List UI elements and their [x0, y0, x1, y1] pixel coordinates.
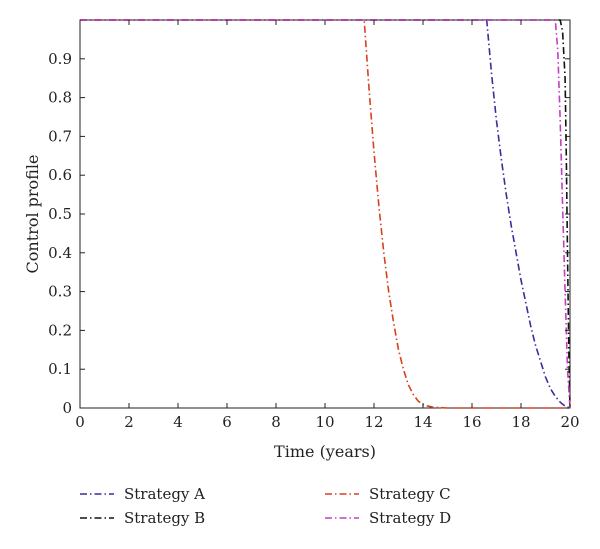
legend-label: Strategy A [124, 485, 205, 503]
y-tick-label: 0.6 [48, 166, 72, 184]
x-tick-label: 8 [271, 413, 281, 431]
x-tick-label: 2 [124, 413, 134, 431]
y-axis-label: Control profile [23, 155, 42, 274]
y-tick-label: 0.7 [48, 127, 72, 145]
series-line-strategy-a [80, 19, 571, 409]
series-line-strategy-d [80, 19, 571, 409]
x-tick-label: 10 [315, 413, 334, 431]
x-axis-ticks: 0 2 4 6 8 10 12 14 16 18 20 [75, 20, 580, 431]
x-tick-label: 14 [413, 413, 432, 431]
x-tick-label: 6 [222, 413, 232, 431]
y-tick-label: 0 [62, 399, 72, 417]
plot-frame [79, 19, 571, 409]
legend: Strategy A Strategy B Strategy C Strategy D [80, 485, 451, 527]
legend-label: Strategy D [369, 509, 451, 527]
y-tick-label: 0.5 [48, 205, 72, 223]
series-line-strategy-b [80, 19, 571, 409]
x-tick-label: 0 [75, 413, 85, 431]
y-tick-label: 0.3 [48, 283, 72, 301]
legend-label: Strategy B [124, 509, 205, 527]
y-tick-label: 0.1 [48, 360, 72, 378]
x-axis-label: Time (years) [274, 442, 376, 461]
series-layer [80, 19, 571, 409]
x-tick-label: 16 [462, 413, 481, 431]
y-tick-label: 0.8 [48, 89, 72, 107]
x-tick-label: 4 [173, 413, 183, 431]
y-tick-label: 0.2 [48, 321, 72, 339]
x-tick-label: 18 [511, 413, 530, 431]
y-tick-label: 0.4 [48, 244, 72, 262]
series-line-strategy-c [80, 19, 570, 409]
x-tick-label: 20 [560, 413, 579, 431]
y-axis-ticks: 0 0.1 0.2 0.3 0.4 0.5 0.6 0.7 0.8 0.9 [48, 50, 570, 417]
y-tick-label: 0.9 [48, 50, 72, 68]
x-tick-label: 12 [364, 413, 383, 431]
legend-label: Strategy C [369, 485, 451, 503]
